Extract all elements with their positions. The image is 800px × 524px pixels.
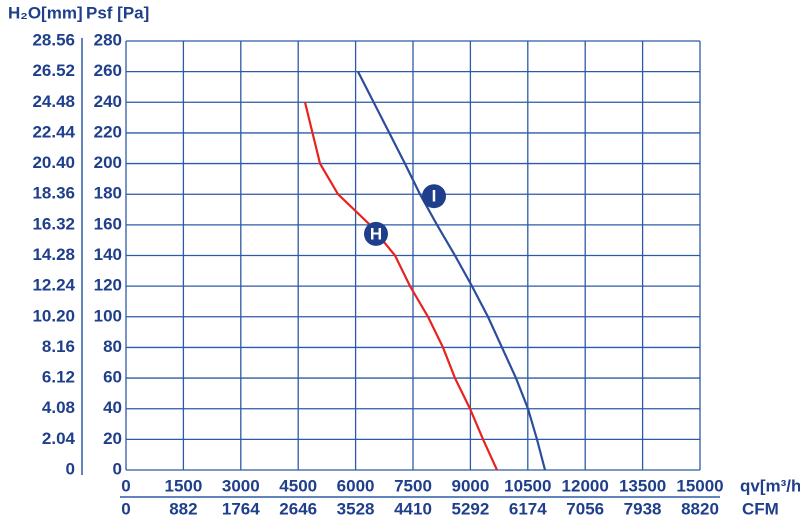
y-tick-label: 260 (94, 61, 122, 80)
y-tick-label: 100 (94, 306, 122, 325)
x2-tick-label: 1764 (222, 499, 260, 518)
y-tick-label: 280 (94, 30, 122, 49)
x-tick-label: 15000 (676, 476, 723, 495)
x-tick-label: 4500 (279, 476, 317, 495)
x-tick-label: 1500 (164, 476, 202, 495)
y2-tick-label: 8.16 (42, 337, 75, 356)
x2-tick-label: 6174 (509, 499, 547, 518)
curve-label: I (432, 187, 437, 206)
y2-tick-label: 18.36 (32, 184, 75, 203)
y2-axis-label: H₂O[mm] (8, 3, 83, 22)
x-tick-label: 3000 (222, 476, 260, 495)
y2-tick-label: 26.52 (32, 61, 75, 80)
x2-tick-label: 5292 (451, 499, 489, 518)
y-tick-label: 160 (94, 214, 122, 233)
y2-tick-label: 22.44 (32, 122, 75, 141)
x-tick-label: 9000 (451, 476, 489, 495)
y2-tick-label: 10.20 (32, 306, 75, 325)
x2-tick-label: 0 (121, 499, 130, 518)
y2-tick-label: 24.48 (32, 92, 75, 111)
x-tick-label: 12000 (562, 476, 609, 495)
curve-label: H (370, 224, 382, 243)
y2-tick-label: 0 (66, 459, 75, 478)
y2-tick-label: 16.32 (32, 214, 75, 233)
y-tick-label: 0 (113, 459, 122, 478)
curve (303, 102, 498, 471)
y-tick-label: 40 (103, 398, 122, 417)
y2-tick-label: 12.24 (32, 276, 75, 295)
x-tick-label: 13500 (619, 476, 666, 495)
y2-tick-label: 14.28 (32, 245, 75, 264)
x2-tick-label: 4410 (394, 499, 432, 518)
y-tick-label: 120 (94, 276, 122, 295)
x2-tick-label: 882 (169, 499, 197, 518)
x2-tick-label: 8820 (681, 499, 719, 518)
y-tick-label: 200 (94, 153, 122, 172)
y-tick-label: 20 (103, 429, 122, 448)
x-tick-label: 10500 (504, 476, 551, 495)
x-tick-label: 7500 (394, 476, 432, 495)
x-tick-label: 6000 (337, 476, 375, 495)
y2-tick-label: 6.12 (42, 368, 75, 387)
x2-tick-label: 3528 (337, 499, 375, 518)
x2-tick-label: 7056 (566, 499, 604, 518)
y-tick-label: 220 (94, 122, 122, 141)
y2-tick-label: 28.56 (32, 30, 75, 49)
x-tick-label: 0 (121, 476, 130, 495)
y-axis-label: Psf [Pa] (86, 3, 149, 22)
x2-tick-label: 7938 (624, 499, 662, 518)
y-tick-label: 240 (94, 92, 122, 111)
curve-marker (363, 221, 388, 246)
y-tick-label: 140 (94, 245, 122, 264)
x-axis-label: qv[m³/h] (740, 476, 800, 495)
y2-tick-label: 4.08 (42, 398, 75, 417)
x2-tick-label: 2646 (279, 499, 317, 518)
x2-axis-label: CFM (742, 499, 779, 518)
curve (357, 71, 547, 471)
y2-tick-label: 20.40 (32, 153, 75, 172)
y-tick-label: 180 (94, 184, 122, 203)
y2-tick-label: 2.04 (42, 429, 76, 448)
curve-marker (422, 184, 447, 209)
y-tick-label: 80 (103, 337, 122, 356)
y-tick-label: 60 (103, 368, 122, 387)
